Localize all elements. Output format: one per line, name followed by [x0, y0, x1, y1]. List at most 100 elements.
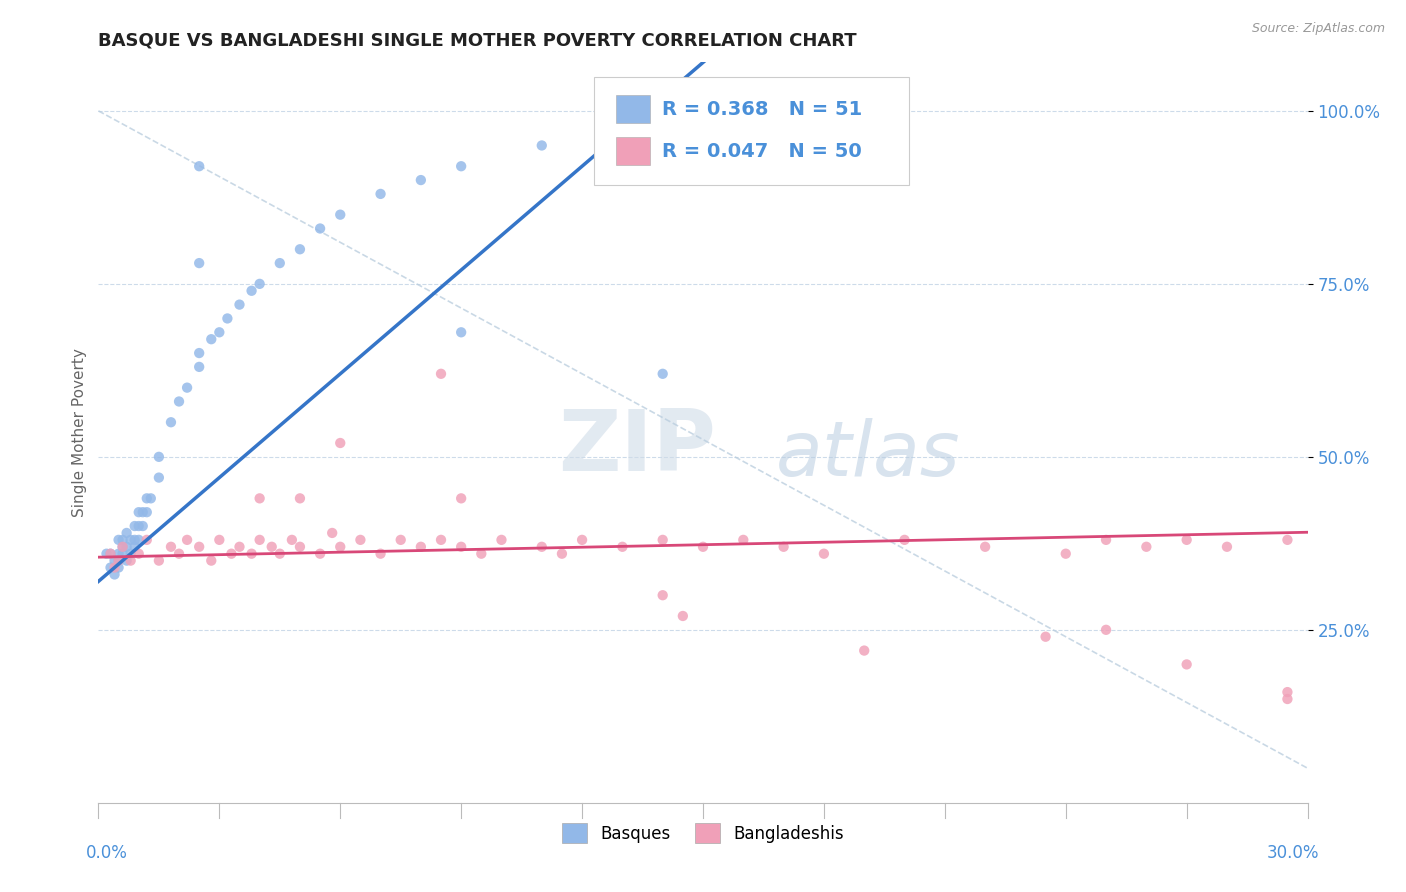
- Text: atlas: atlas: [776, 417, 960, 491]
- Text: R = 0.368   N = 51: R = 0.368 N = 51: [662, 100, 862, 119]
- Point: [430, 367, 453, 381]
- Point: [132, 519, 155, 533]
- Point: [115, 554, 138, 568]
- Point: [188, 256, 211, 270]
- FancyBboxPatch shape: [616, 95, 650, 123]
- FancyBboxPatch shape: [595, 78, 908, 185]
- Text: 0.0%: 0.0%: [86, 844, 128, 862]
- Point: [124, 540, 146, 554]
- Point: [120, 533, 142, 547]
- Point: [1175, 657, 1198, 672]
- Point: [692, 540, 714, 554]
- Point: [309, 221, 332, 235]
- Point: [111, 533, 134, 547]
- Point: [329, 436, 352, 450]
- Point: [103, 560, 125, 574]
- Point: [160, 540, 183, 554]
- Point: [217, 311, 239, 326]
- Point: [1216, 540, 1239, 554]
- Point: [107, 547, 129, 561]
- Point: [281, 533, 304, 547]
- Point: [200, 332, 222, 346]
- FancyBboxPatch shape: [616, 137, 650, 165]
- Point: [349, 533, 371, 547]
- Point: [107, 554, 129, 568]
- Point: [612, 125, 634, 139]
- Point: [120, 554, 142, 568]
- Point: [1095, 533, 1118, 547]
- Point: [470, 547, 492, 561]
- Legend: Basques, Bangladeshis: Basques, Bangladeshis: [555, 816, 851, 850]
- Point: [1035, 630, 1057, 644]
- Point: [221, 547, 243, 561]
- Text: 30.0%: 30.0%: [1267, 844, 1320, 862]
- Point: [571, 533, 593, 547]
- Point: [1277, 685, 1299, 699]
- Point: [450, 159, 472, 173]
- Point: [813, 547, 835, 561]
- Point: [1277, 533, 1299, 547]
- Text: ZIP: ZIP: [558, 406, 716, 489]
- Point: [115, 525, 138, 540]
- Point: [160, 415, 183, 429]
- Text: BASQUE VS BANGLADESHI SINGLE MOTHER POVERTY CORRELATION CHART: BASQUE VS BANGLADESHI SINGLE MOTHER POVE…: [98, 32, 858, 50]
- Point: [370, 547, 392, 561]
- Text: R = 0.047   N = 50: R = 0.047 N = 50: [662, 142, 862, 161]
- Point: [107, 533, 129, 547]
- Point: [135, 491, 157, 506]
- Point: [321, 525, 343, 540]
- Point: [249, 277, 271, 291]
- Point: [111, 540, 134, 554]
- Point: [530, 540, 553, 554]
- Point: [893, 533, 915, 547]
- Point: [491, 533, 513, 547]
- Point: [409, 540, 432, 554]
- Point: [309, 547, 332, 561]
- Point: [228, 540, 250, 554]
- Point: [612, 540, 634, 554]
- Point: [329, 208, 352, 222]
- Point: [120, 547, 142, 561]
- Point: [853, 643, 876, 657]
- Point: [772, 540, 794, 554]
- Point: [176, 533, 198, 547]
- Point: [96, 547, 118, 561]
- Text: Source: ZipAtlas.com: Source: ZipAtlas.com: [1251, 22, 1385, 36]
- Point: [167, 394, 190, 409]
- Point: [260, 540, 283, 554]
- Point: [124, 519, 146, 533]
- Point: [167, 547, 190, 561]
- Point: [128, 533, 150, 547]
- Point: [269, 547, 291, 561]
- Point: [100, 547, 122, 561]
- Point: [551, 547, 574, 561]
- Point: [208, 326, 231, 340]
- Point: [672, 609, 695, 624]
- Point: [288, 242, 311, 256]
- Point: [389, 533, 412, 547]
- Point: [115, 540, 138, 554]
- Point: [450, 326, 472, 340]
- Point: [200, 554, 222, 568]
- Point: [148, 450, 170, 464]
- Point: [135, 505, 157, 519]
- Point: [288, 540, 311, 554]
- Point: [135, 533, 157, 547]
- Point: [1135, 540, 1157, 554]
- Point: [103, 567, 125, 582]
- Point: [450, 491, 472, 506]
- Y-axis label: Single Mother Poverty: Single Mother Poverty: [72, 348, 87, 517]
- Point: [208, 533, 231, 547]
- Point: [188, 159, 211, 173]
- Point: [651, 588, 673, 602]
- Point: [148, 470, 170, 484]
- Point: [188, 540, 211, 554]
- Point: [450, 540, 472, 554]
- Point: [100, 547, 122, 561]
- Point: [111, 540, 134, 554]
- Point: [651, 367, 673, 381]
- Point: [139, 491, 162, 506]
- Point: [1054, 547, 1077, 561]
- Point: [111, 547, 134, 561]
- Point: [188, 359, 211, 374]
